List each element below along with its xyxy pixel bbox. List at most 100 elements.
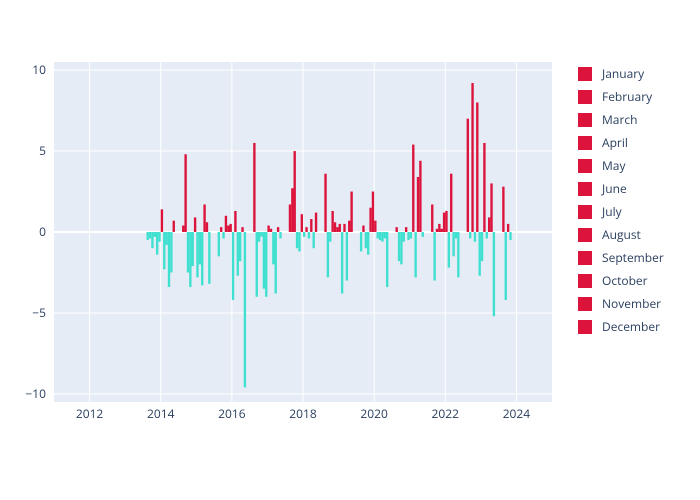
bar[interactable] — [222, 232, 224, 238]
bar[interactable] — [208, 232, 210, 284]
bar[interactable] — [156, 232, 158, 255]
bar[interactable] — [239, 232, 241, 261]
bar[interactable] — [206, 222, 208, 232]
bar[interactable] — [457, 232, 459, 277]
bar[interactable] — [471, 83, 473, 232]
bar[interactable] — [327, 232, 329, 277]
legend-item[interactable]: May — [578, 154, 664, 177]
bar[interactable] — [486, 232, 488, 238]
bar[interactable] — [481, 232, 483, 261]
bar[interactable] — [237, 232, 239, 276]
bar[interactable] — [241, 227, 243, 232]
bar[interactable] — [445, 211, 447, 232]
bar[interactable] — [488, 217, 490, 232]
bar[interactable] — [509, 232, 511, 240]
bar[interactable] — [476, 102, 478, 232]
bar[interactable] — [381, 232, 383, 242]
bar[interactable] — [315, 213, 317, 232]
bar[interactable] — [507, 224, 509, 232]
bar[interactable] — [422, 232, 424, 237]
bar[interactable] — [369, 208, 371, 232]
bar[interactable] — [256, 232, 258, 297]
bar[interactable] — [218, 232, 220, 256]
bar[interactable] — [296, 232, 298, 248]
bar[interactable] — [341, 232, 343, 294]
bar[interactable] — [170, 232, 172, 272]
bar[interactable] — [163, 232, 165, 269]
legend-item[interactable]: October — [578, 269, 664, 292]
bar[interactable] — [365, 232, 367, 248]
bar[interactable] — [360, 232, 362, 251]
bar[interactable] — [184, 154, 186, 232]
bar[interactable] — [410, 232, 412, 238]
bar[interactable] — [154, 232, 156, 237]
bar[interactable] — [448, 232, 450, 268]
bar[interactable] — [400, 232, 402, 264]
bar[interactable] — [417, 177, 419, 232]
legend-item[interactable]: September — [578, 246, 664, 269]
bar[interactable] — [436, 229, 438, 232]
bar[interactable] — [339, 224, 341, 232]
bar[interactable] — [441, 229, 443, 232]
bar[interactable] — [161, 209, 163, 232]
bar[interactable] — [331, 211, 333, 232]
bar[interactable] — [336, 227, 338, 232]
bar[interactable] — [277, 227, 279, 232]
bar[interactable] — [194, 217, 196, 232]
bar[interactable] — [343, 224, 345, 232]
bar[interactable] — [187, 232, 189, 272]
bar[interactable] — [348, 221, 350, 232]
bar[interactable] — [452, 232, 454, 256]
bar[interactable] — [412, 145, 414, 232]
legend-item[interactable]: December — [578, 315, 664, 338]
bar[interactable] — [505, 232, 507, 300]
bar[interactable] — [158, 232, 160, 242]
bar[interactable] — [384, 232, 386, 238]
bar[interactable] — [386, 232, 388, 287]
bar[interactable] — [263, 232, 265, 289]
bar[interactable] — [291, 188, 293, 232]
bar[interactable] — [267, 226, 269, 232]
bar[interactable] — [367, 232, 369, 255]
bar[interactable] — [483, 143, 485, 232]
bar[interactable] — [244, 232, 246, 387]
legend-item[interactable]: April — [578, 131, 664, 154]
bar[interactable] — [450, 174, 452, 232]
bar[interactable] — [395, 227, 397, 232]
legend-item[interactable]: June — [578, 177, 664, 200]
legend-item[interactable]: January — [578, 62, 664, 85]
bar[interactable] — [493, 232, 495, 316]
bar[interactable] — [312, 232, 314, 248]
bar[interactable] — [260, 232, 262, 237]
bar[interactable] — [265, 232, 267, 297]
bar[interactable] — [469, 232, 471, 238]
bar[interactable] — [225, 216, 227, 232]
bar[interactable] — [502, 187, 504, 232]
bar[interactable] — [232, 232, 234, 300]
bar[interactable] — [467, 119, 469, 232]
bar[interactable] — [234, 211, 236, 232]
bar[interactable] — [403, 232, 405, 242]
bar[interactable] — [443, 213, 445, 232]
bar[interactable] — [414, 232, 416, 277]
bar[interactable] — [203, 204, 205, 232]
bar[interactable] — [303, 232, 305, 237]
bar[interactable] — [275, 232, 277, 294]
bar[interactable] — [220, 227, 222, 232]
bar[interactable] — [379, 232, 381, 240]
bar[interactable] — [227, 226, 229, 232]
bar[interactable] — [372, 192, 374, 232]
bar[interactable] — [272, 232, 274, 264]
bar[interactable] — [294, 151, 296, 232]
bar[interactable] — [433, 232, 435, 281]
bar[interactable] — [270, 229, 272, 232]
legend-item[interactable]: November — [578, 292, 664, 315]
bar[interactable] — [405, 227, 407, 232]
bar[interactable] — [189, 232, 191, 287]
bar[interactable] — [398, 232, 400, 261]
legend-item[interactable]: August — [578, 223, 664, 246]
bar[interactable] — [173, 221, 175, 232]
bar[interactable] — [377, 232, 379, 238]
bar[interactable] — [298, 232, 300, 251]
bar[interactable] — [362, 226, 364, 232]
